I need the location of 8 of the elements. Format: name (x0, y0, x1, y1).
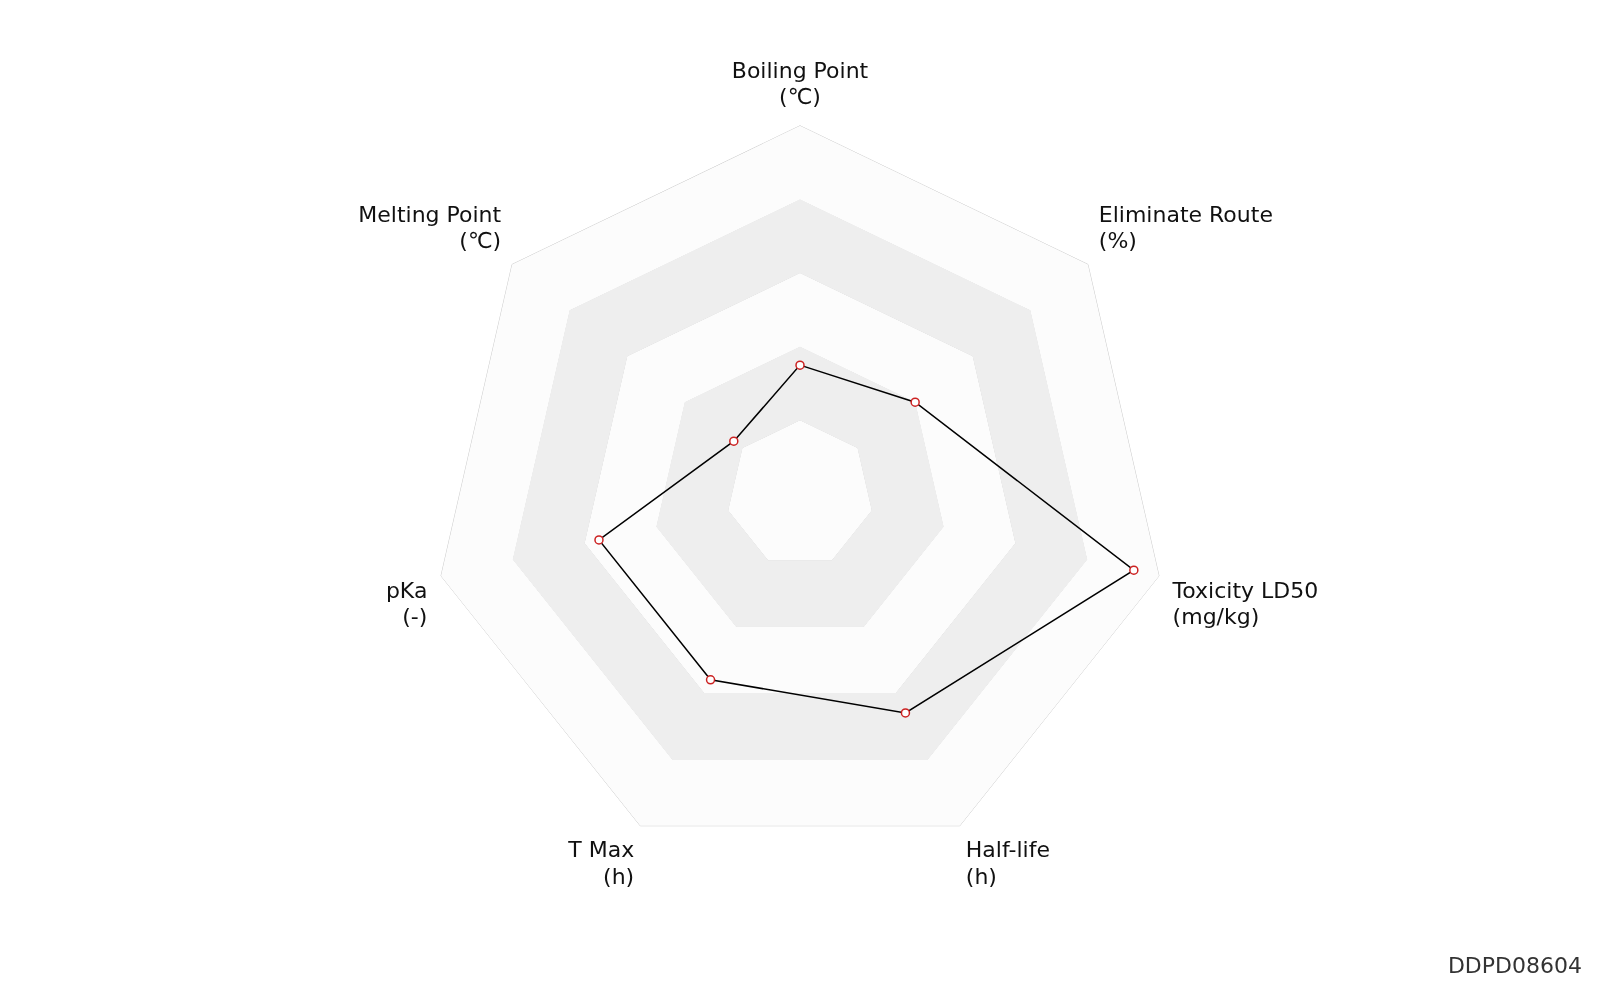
text: DDPD08604 (1447, 953, 1582, 978)
spoke-label: Eliminate Route (%) (1098, 201, 1273, 254)
spoke-label: pKa (-) (385, 577, 428, 630)
spoke-label: T Max (h) (567, 837, 635, 889)
spoke-label: Toxicity LD50 (mg/kg) (1171, 577, 1319, 630)
spoke-label: Half-life (h) (965, 837, 1050, 889)
spoke-label: Boiling Point (℃) (731, 57, 869, 110)
spoke-label: Melting Point (℃) (358, 201, 502, 254)
